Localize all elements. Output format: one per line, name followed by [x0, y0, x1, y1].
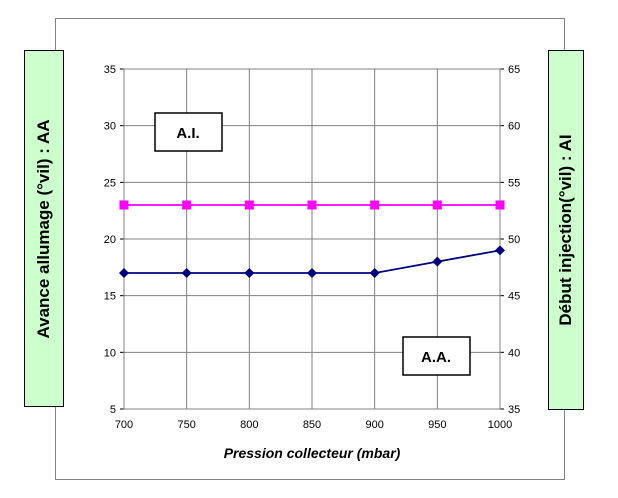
data-point-square — [495, 200, 505, 210]
x-tick-label: 850 — [303, 419, 321, 431]
y-left-tick-label: 35 — [104, 64, 116, 76]
x-tick-label: 1000 — [488, 419, 512, 431]
data-point-square — [119, 200, 129, 210]
data-point-diamond — [119, 268, 129, 278]
y-left-tick-label: 30 — [104, 121, 116, 133]
data-point-square — [307, 200, 317, 210]
y-right-tick-label: 40 — [508, 347, 520, 359]
y-right-tick-label: 50 — [508, 234, 520, 246]
y-right-tick-label: 55 — [508, 177, 520, 189]
x-tick-label: 900 — [365, 419, 383, 431]
data-point-square — [432, 200, 442, 210]
y-left-tick-label: 5 — [110, 404, 116, 416]
data-point-diamond — [307, 268, 317, 278]
annotation-aa-text: A.A. — [421, 349, 451, 366]
y-left-tick-label: 25 — [104, 177, 116, 189]
x-tick-label: 950 — [428, 419, 446, 431]
y-right-tick-label: 45 — [508, 291, 520, 303]
y-right-tick-label: 60 — [508, 121, 520, 133]
x-tick-label: 700 — [115, 419, 133, 431]
annotation-ai-text: A.I. — [176, 125, 199, 142]
x-tick-labels: 700 750 800 850 900 950 1000 — [115, 419, 512, 431]
data-point-diamond — [181, 268, 192, 278]
data-point-square — [244, 200, 254, 210]
plot-area — [123, 68, 501, 410]
x-axis-title: Pression collecteur (mbar) — [224, 445, 401, 461]
data-point-diamond — [495, 245, 505, 256]
data-point-square — [370, 200, 380, 210]
y-left-tick-label: 10 — [104, 347, 116, 359]
y-left-tick-label: 20 — [104, 234, 116, 246]
y-left-tick-label: 15 — [104, 291, 116, 303]
data-point-square — [182, 200, 192, 210]
left-axis-title-box: Avance allumage (°vil) : AA — [24, 50, 64, 407]
y-right-tick-label: 35 — [508, 404, 520, 416]
data-point-diamond — [244, 268, 255, 278]
data-point-diamond — [369, 268, 380, 278]
x-tick-label: 750 — [177, 419, 195, 431]
y-right-tick-labels: 35 40 45 50 55 60 65 — [508, 64, 520, 416]
y-right-tick-label: 65 — [508, 64, 520, 76]
y-left-tick-labels: 5 10 15 20 25 30 35 — [104, 64, 116, 416]
data-point-diamond — [432, 256, 443, 267]
annotation-ai: A.I. — [154, 112, 223, 152]
x-tick-label: 800 — [240, 419, 258, 431]
series-group — [119, 200, 505, 278]
right-axis-title-box: Début injection(°vil) : AI — [548, 50, 584, 410]
annotation-aa: A.A. — [402, 336, 471, 376]
